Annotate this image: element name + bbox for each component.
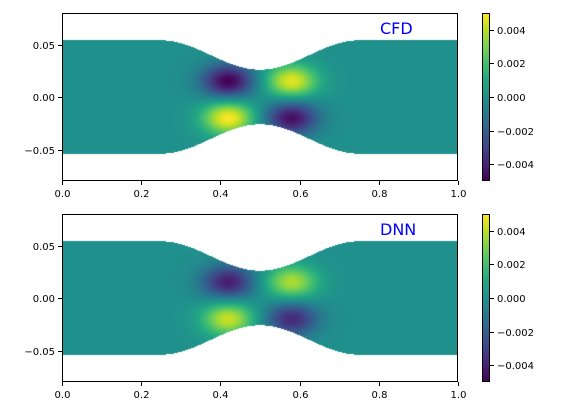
axes-frame	[62, 214, 458, 382]
x-tick-label: 0.4	[213, 390, 229, 401]
x-tick-label: 0.2	[134, 189, 150, 200]
colorbar-tick-label: −0.004	[497, 361, 534, 372]
x-tick-label: 0.4	[213, 189, 229, 200]
x-tick-label: 1.0	[451, 390, 467, 401]
colorbar-tick-label: 0.000	[497, 294, 526, 305]
colorbar-frame	[482, 214, 490, 382]
panel-dnn: 0.0 0.2 0.4 0.6 0.8 1.0 0.05 0.00 −0.05 DNN 0.004 0…	[24, 214, 534, 401]
y-tick-label: −0.05	[24, 347, 55, 358]
y-tick-label: 0.00	[33, 93, 55, 104]
colorbar-tick-label: −0.002	[497, 127, 534, 138]
colorbar-tick-label: 0.002	[497, 260, 526, 271]
y-tick-label: 0.05	[33, 41, 55, 52]
axes-frame	[62, 13, 458, 181]
x-tick-label: 0.0	[55, 390, 71, 401]
colorbar-tick-label: −0.002	[497, 328, 534, 339]
x-tick-label: 0.8	[372, 390, 388, 401]
colorbar-tick-label: −0.004	[497, 160, 534, 171]
colorbar-frame	[482, 13, 490, 181]
panel-label: DNN	[380, 220, 416, 239]
x-tick-label: 1.0	[451, 189, 467, 200]
colorbar-tick-label: 0.000	[497, 93, 526, 104]
y-tick-label: −0.05	[24, 146, 55, 157]
x-tick-label: 0.6	[293, 390, 309, 401]
colorbar	[482, 214, 490, 382]
x-tick-label: 0.6	[293, 189, 309, 200]
y-tick-label: 0.00	[33, 294, 55, 305]
colorbar-tick-label: 0.002	[497, 59, 526, 70]
x-tick-label: 0.8	[372, 189, 388, 200]
panel-label: CFD	[380, 19, 413, 38]
field-dnn	[62, 214, 458, 382]
x-tick-label: 0.2	[134, 390, 150, 401]
field-cfd	[62, 13, 458, 181]
colorbar-tick-label: 0.004	[497, 26, 526, 37]
colorbar-tick-label: 0.004	[497, 227, 526, 238]
colorbar	[482, 13, 490, 181]
panel-cfd: 0.0 0.2 0.4 0.6 0.8 1.0 0.05 0.00 −0.05 CFD 0.004 0…	[24, 13, 534, 200]
y-tick-label: 0.05	[33, 242, 55, 253]
x-tick-label: 0.0	[55, 189, 71, 200]
